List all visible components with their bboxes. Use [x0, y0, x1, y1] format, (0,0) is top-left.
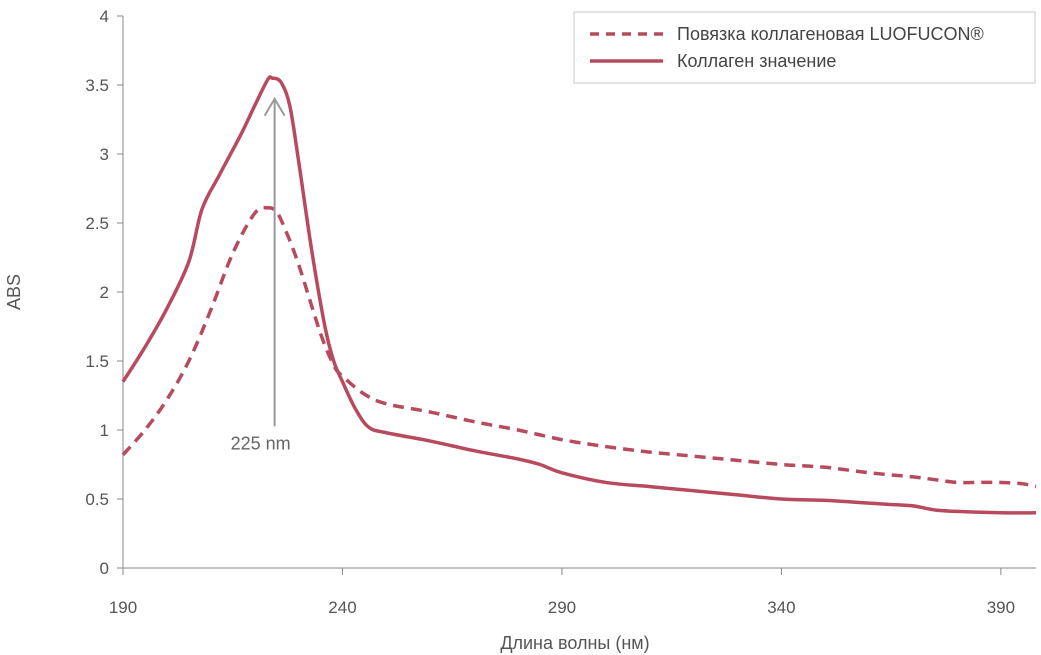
y-axis-title: ABS [4, 274, 24, 310]
series-layer [121, 75, 1037, 515]
y-tick-label: 0.5 [85, 490, 109, 509]
y-tick-label: 3 [100, 145, 109, 164]
axes-layer: 0 0.5 1 1.5 2 2.5 3 3.5 4 190 240 290 340 390 [85, 7, 1036, 617]
y-tick-label: 2.5 [85, 214, 109, 233]
legend-label: Коллаген значение [677, 51, 836, 71]
y-tick-label: 1.5 [85, 352, 109, 371]
y-tick-label: 2 [100, 283, 109, 302]
y-tick-label: 0 [100, 559, 109, 578]
legend-box [573, 11, 1036, 84]
legend-label: Повязка коллагеновая LUOFUCON® [677, 24, 984, 44]
annotation-layer: 225 nm [231, 96, 291, 453]
series-dashed-line [121, 205, 1037, 489]
series-solid-line [121, 75, 1037, 515]
y-tick-label: 4 [100, 7, 109, 26]
x-axis-title: Длина волны (нм) [500, 633, 649, 653]
y-tick-label: 1 [100, 421, 109, 440]
legend: Повязка коллагеновая LUOFUCON® Коллаген з… [573, 11, 1036, 84]
annotation-label: 225 nm [231, 433, 291, 453]
x-tick-label: 190 [109, 598, 137, 617]
x-tick-label: 240 [328, 598, 356, 617]
x-tick-label: 340 [767, 598, 795, 617]
y-tick-label: 3.5 [85, 76, 109, 95]
annotation-arrow-head [263, 96, 286, 117]
x-tick-label: 290 [548, 598, 576, 617]
x-tick-label: 390 [987, 598, 1015, 617]
